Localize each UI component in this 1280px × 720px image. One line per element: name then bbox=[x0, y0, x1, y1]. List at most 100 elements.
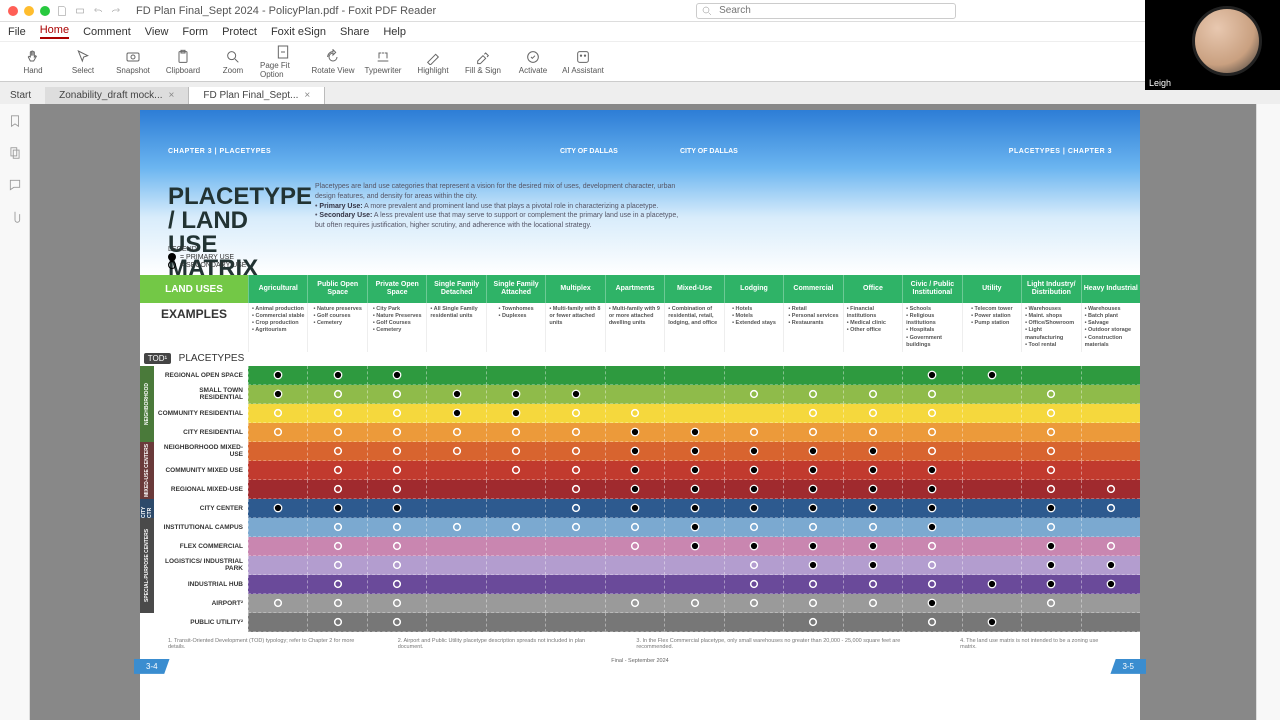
print-icon[interactable] bbox=[74, 5, 86, 17]
ribbon-toolbar: HandSelectSnapshotClipboardZoomPage Fit … bbox=[0, 42, 1280, 82]
chapter-left: CHAPTER 3 | PLACETYPES bbox=[168, 148, 1112, 155]
pages-icon[interactable] bbox=[8, 146, 22, 160]
example-cell: • Animal production • Commercial stable … bbox=[248, 303, 307, 352]
matrix-cell bbox=[664, 518, 723, 537]
matrix-cell bbox=[486, 385, 545, 404]
menu-view[interactable]: View bbox=[145, 26, 169, 38]
matrix-cell bbox=[902, 518, 961, 537]
avatar bbox=[1192, 6, 1262, 76]
row-label: COMMUNITY MIXED USE bbox=[154, 461, 248, 480]
tb-ai[interactable]: AI Assistant bbox=[560, 49, 606, 75]
pdf-page: CHAPTER 3 | PLACETYPES PLACETYPES | CHAP… bbox=[140, 110, 1140, 720]
matrix-cell bbox=[426, 518, 485, 537]
matrix-cell bbox=[605, 518, 664, 537]
search-box[interactable] bbox=[696, 3, 956, 19]
matrix-cell bbox=[1081, 366, 1140, 385]
comments-icon[interactable] bbox=[8, 178, 22, 192]
matrix-row: FLEX COMMERCIAL bbox=[140, 537, 1140, 556]
bookmark-icon[interactable] bbox=[8, 114, 22, 128]
matrix-cell bbox=[367, 404, 426, 423]
close-icon[interactable]: × bbox=[304, 90, 310, 101]
matrix-cell bbox=[545, 480, 604, 499]
col-header: Single Family Detached bbox=[426, 275, 485, 303]
menu-comment[interactable]: Comment bbox=[83, 26, 131, 38]
close-icon[interactable] bbox=[8, 6, 18, 16]
matrix-row: PUBLIC UTILITY² bbox=[140, 613, 1140, 632]
group-side: SPECIAL-PURPOSE CENTERS bbox=[140, 518, 154, 613]
matrix-cell bbox=[605, 613, 664, 632]
matrix-cell bbox=[1021, 366, 1080, 385]
matrix-cell bbox=[843, 556, 902, 575]
matrix-cell bbox=[605, 499, 664, 518]
tb-hand[interactable]: Hand bbox=[10, 49, 56, 75]
matrix-cell bbox=[843, 518, 902, 537]
tb-zoom[interactable]: Zoom bbox=[210, 49, 256, 75]
matrix-cell bbox=[248, 480, 307, 499]
menu-help[interactable]: Help bbox=[383, 26, 406, 38]
minimize-icon[interactable] bbox=[24, 6, 34, 16]
matrix-cell bbox=[664, 385, 723, 404]
attach-icon[interactable] bbox=[8, 210, 22, 224]
col-header: Heavy Industrial bbox=[1081, 275, 1140, 303]
matrix-cell bbox=[843, 480, 902, 499]
matrix-cell bbox=[962, 461, 1021, 480]
close-icon[interactable]: × bbox=[169, 90, 175, 101]
matrix-cell bbox=[248, 423, 307, 442]
matrix-cell bbox=[1081, 556, 1140, 575]
row-label: NEIGHBORHOOD MIXED-USE bbox=[154, 442, 248, 461]
maximize-icon[interactable] bbox=[40, 6, 50, 16]
os-titlebar: FD Plan Final_Sept 2024 - PolicyPlan.pdf… bbox=[0, 0, 1280, 22]
menu-home[interactable]: Home bbox=[40, 24, 69, 39]
matrix-cell bbox=[1081, 518, 1140, 537]
search-input[interactable] bbox=[719, 5, 947, 16]
col-header: Public Open Space bbox=[307, 275, 366, 303]
tb-select[interactable]: Select bbox=[60, 49, 106, 75]
matrix-cell bbox=[545, 366, 604, 385]
matrix-cell bbox=[783, 575, 842, 594]
matrix-cell bbox=[783, 518, 842, 537]
redo-icon[interactable] bbox=[110, 5, 122, 17]
matrix-cell bbox=[664, 594, 723, 613]
matrix-cell bbox=[664, 461, 723, 480]
matrix-cell bbox=[902, 575, 961, 594]
tb-highlight[interactable]: Highlight bbox=[410, 49, 456, 75]
window-controls[interactable] bbox=[8, 6, 50, 16]
matrix-cell bbox=[1081, 613, 1140, 632]
matrix-cell bbox=[962, 537, 1021, 556]
video-name: Leigh bbox=[1145, 76, 1175, 90]
video-thumbnail[interactable]: Leigh bbox=[1145, 0, 1280, 90]
example-cell: • All Single Family residential units bbox=[426, 303, 485, 352]
tb-typewriter[interactable]: Typewriter bbox=[360, 49, 406, 75]
matrix-cell bbox=[1021, 442, 1080, 461]
matrix-cell bbox=[724, 442, 783, 461]
tb-pagefit[interactable]: Page Fit Option bbox=[260, 44, 306, 79]
matrix-cell bbox=[248, 499, 307, 518]
matrix-cell bbox=[783, 556, 842, 575]
tb-clipboard[interactable]: Clipboard bbox=[160, 49, 206, 75]
matrix-cell bbox=[843, 442, 902, 461]
matrix-cell bbox=[545, 556, 604, 575]
doc-tab[interactable]: Zonability_draft mock...× bbox=[45, 87, 189, 104]
matrix-cell bbox=[605, 556, 664, 575]
menu-form[interactable]: Form bbox=[182, 26, 208, 38]
doc-tab[interactable]: Start bbox=[0, 87, 45, 104]
menu-foxit esign[interactable]: Foxit eSign bbox=[271, 26, 326, 38]
save-icon[interactable] bbox=[56, 5, 68, 17]
undo-icon[interactable] bbox=[92, 5, 104, 17]
matrix-cell bbox=[248, 385, 307, 404]
matrix-cell bbox=[962, 518, 1021, 537]
matrix-row: REGIONAL MIXED-USE bbox=[140, 480, 1140, 499]
matrix-cell bbox=[1021, 480, 1080, 499]
tb-snapshot[interactable]: Snapshot bbox=[110, 49, 156, 75]
matrix-cell bbox=[1081, 385, 1140, 404]
matrix-cell bbox=[545, 594, 604, 613]
tb-activate[interactable]: Activate bbox=[510, 49, 556, 75]
menu-share[interactable]: Share bbox=[340, 26, 369, 38]
menu-file[interactable]: File bbox=[8, 26, 26, 38]
col-header: Light Industry/ Distribution bbox=[1021, 275, 1080, 303]
tb-rotate[interactable]: Rotate View bbox=[310, 49, 356, 75]
menu-protect[interactable]: Protect bbox=[222, 26, 257, 38]
matrix-cell bbox=[902, 385, 961, 404]
doc-tab[interactable]: FD Plan Final_Sept...× bbox=[189, 87, 325, 104]
tb-fillsign[interactable]: Fill & Sign bbox=[460, 49, 506, 75]
